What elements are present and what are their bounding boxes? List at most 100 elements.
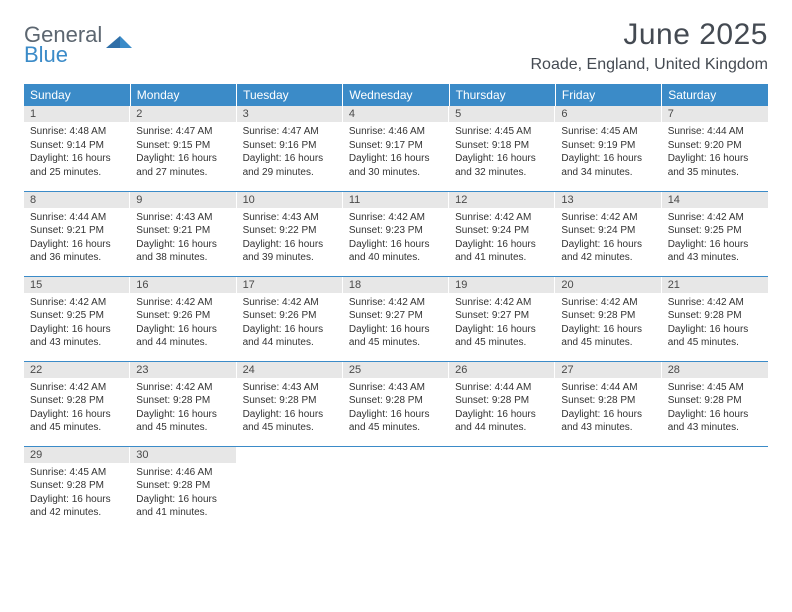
day-details: Sunrise: 4:45 AMSunset: 9:28 PMDaylight:…	[662, 378, 768, 439]
day-number: 6	[555, 106, 661, 122]
day-cell: 30Sunrise: 4:46 AMSunset: 9:28 PMDayligh…	[130, 446, 236, 531]
day-details: Sunrise: 4:42 AMSunset: 9:28 PMDaylight:…	[555, 293, 661, 354]
daylight-line: Daylight: 16 hours and 43 minutes.	[668, 238, 762, 265]
day-number: 8	[24, 192, 130, 208]
sunset-line: Sunset: 9:17 PM	[349, 139, 443, 153]
day-cell	[237, 446, 343, 531]
sunset-line: Sunset: 9:28 PM	[30, 479, 124, 493]
sunrise-line: Sunrise: 4:45 AM	[561, 125, 655, 139]
day-number: 14	[662, 192, 768, 208]
day-number: 15	[24, 277, 130, 293]
sunrise-line: Sunrise: 4:47 AM	[136, 125, 230, 139]
day-cell	[662, 446, 768, 531]
day-number: 17	[237, 277, 343, 293]
daylight-line: Daylight: 16 hours and 45 minutes.	[455, 323, 549, 350]
day-cell: 27Sunrise: 4:44 AMSunset: 9:28 PMDayligh…	[555, 361, 661, 446]
day-number: 4	[343, 106, 449, 122]
day-cell: 3Sunrise: 4:47 AMSunset: 9:16 PMDaylight…	[237, 106, 343, 191]
day-number: 10	[237, 192, 343, 208]
day-cell: 11Sunrise: 4:42 AMSunset: 9:23 PMDayligh…	[343, 191, 449, 276]
title-block: June 2025 Roade, England, United Kingdom	[531, 18, 769, 74]
day-details: Sunrise: 4:42 AMSunset: 9:23 PMDaylight:…	[343, 208, 449, 269]
sunrise-line: Sunrise: 4:47 AM	[243, 125, 337, 139]
sunset-line: Sunset: 9:28 PM	[136, 479, 230, 493]
day-details: Sunrise: 4:42 AMSunset: 9:28 PMDaylight:…	[662, 293, 768, 354]
day-number: 18	[343, 277, 449, 293]
sunset-line: Sunset: 9:28 PM	[668, 394, 762, 408]
day-cell: 22Sunrise: 4:42 AMSunset: 9:28 PMDayligh…	[24, 361, 130, 446]
daylight-line: Daylight: 16 hours and 45 minutes.	[136, 408, 230, 435]
day-cell: 12Sunrise: 4:42 AMSunset: 9:24 PMDayligh…	[449, 191, 555, 276]
sunrise-line: Sunrise: 4:42 AM	[136, 381, 230, 395]
day-cell: 7Sunrise: 4:44 AMSunset: 9:20 PMDaylight…	[662, 106, 768, 191]
daylight-line: Daylight: 16 hours and 43 minutes.	[668, 408, 762, 435]
daylight-line: Daylight: 16 hours and 44 minutes.	[243, 323, 337, 350]
day-number: 3	[237, 106, 343, 122]
daylight-line: Daylight: 16 hours and 30 minutes.	[349, 152, 443, 179]
day-cell: 26Sunrise: 4:44 AMSunset: 9:28 PMDayligh…	[449, 361, 555, 446]
day-cell: 5Sunrise: 4:45 AMSunset: 9:18 PMDaylight…	[449, 106, 555, 191]
daylight-line: Daylight: 16 hours and 45 minutes.	[349, 408, 443, 435]
sunset-line: Sunset: 9:28 PM	[349, 394, 443, 408]
week-row: 15Sunrise: 4:42 AMSunset: 9:25 PMDayligh…	[24, 276, 768, 361]
day-cell: 24Sunrise: 4:43 AMSunset: 9:28 PMDayligh…	[237, 361, 343, 446]
day-cell	[343, 446, 449, 531]
day-number: 2	[130, 106, 236, 122]
sunrise-line: Sunrise: 4:45 AM	[30, 466, 124, 480]
weekday-header: Sunday	[24, 84, 130, 106]
day-details: Sunrise: 4:42 AMSunset: 9:26 PMDaylight:…	[130, 293, 236, 354]
logo-text: General Blue	[24, 24, 102, 66]
day-cell: 21Sunrise: 4:42 AMSunset: 9:28 PMDayligh…	[662, 276, 768, 361]
sunrise-line: Sunrise: 4:44 AM	[668, 125, 762, 139]
day-number: 11	[343, 192, 449, 208]
logo: General Blue	[24, 24, 132, 66]
sunrise-line: Sunrise: 4:42 AM	[30, 381, 124, 395]
sunrise-line: Sunrise: 4:45 AM	[668, 381, 762, 395]
day-cell: 1Sunrise: 4:48 AMSunset: 9:14 PMDaylight…	[24, 106, 130, 191]
daylight-line: Daylight: 16 hours and 45 minutes.	[561, 323, 655, 350]
sunrise-line: Sunrise: 4:42 AM	[455, 296, 549, 310]
day-details: Sunrise: 4:45 AMSunset: 9:18 PMDaylight:…	[449, 122, 555, 183]
sunrise-line: Sunrise: 4:43 AM	[349, 381, 443, 395]
day-details: Sunrise: 4:42 AMSunset: 9:24 PMDaylight:…	[555, 208, 661, 269]
sunset-line: Sunset: 9:19 PM	[561, 139, 655, 153]
sunrise-line: Sunrise: 4:45 AM	[455, 125, 549, 139]
sunrise-line: Sunrise: 4:42 AM	[349, 211, 443, 225]
daylight-line: Daylight: 16 hours and 34 minutes.	[561, 152, 655, 179]
sunset-line: Sunset: 9:23 PM	[349, 224, 443, 238]
day-number: 26	[449, 362, 555, 378]
weekday-header: Monday	[130, 84, 236, 106]
sunset-line: Sunset: 9:20 PM	[668, 139, 762, 153]
day-number: 20	[555, 277, 661, 293]
sunrise-line: Sunrise: 4:48 AM	[30, 125, 124, 139]
day-number: 7	[662, 106, 768, 122]
day-cell: 25Sunrise: 4:43 AMSunset: 9:28 PMDayligh…	[343, 361, 449, 446]
day-details: Sunrise: 4:43 AMSunset: 9:28 PMDaylight:…	[343, 378, 449, 439]
week-row: 1Sunrise: 4:48 AMSunset: 9:14 PMDaylight…	[24, 106, 768, 191]
day-number: 16	[130, 277, 236, 293]
day-cell: 10Sunrise: 4:43 AMSunset: 9:22 PMDayligh…	[237, 191, 343, 276]
day-cell: 4Sunrise: 4:46 AMSunset: 9:17 PMDaylight…	[343, 106, 449, 191]
day-cell: 15Sunrise: 4:42 AMSunset: 9:25 PMDayligh…	[24, 276, 130, 361]
day-details: Sunrise: 4:43 AMSunset: 9:28 PMDaylight:…	[237, 378, 343, 439]
sunset-line: Sunset: 9:28 PM	[668, 309, 762, 323]
day-details: Sunrise: 4:44 AMSunset: 9:20 PMDaylight:…	[662, 122, 768, 183]
day-cell: 20Sunrise: 4:42 AMSunset: 9:28 PMDayligh…	[555, 276, 661, 361]
week-row: 22Sunrise: 4:42 AMSunset: 9:28 PMDayligh…	[24, 361, 768, 446]
daylight-line: Daylight: 16 hours and 43 minutes.	[561, 408, 655, 435]
day-number: 25	[343, 362, 449, 378]
day-cell: 18Sunrise: 4:42 AMSunset: 9:27 PMDayligh…	[343, 276, 449, 361]
sunset-line: Sunset: 9:26 PM	[136, 309, 230, 323]
sunset-line: Sunset: 9:18 PM	[455, 139, 549, 153]
day-cell	[555, 446, 661, 531]
day-cell: 14Sunrise: 4:42 AMSunset: 9:25 PMDayligh…	[662, 191, 768, 276]
day-number: 21	[662, 277, 768, 293]
weekday-header: Wednesday	[343, 84, 449, 106]
day-number: 29	[24, 447, 130, 463]
sunrise-line: Sunrise: 4:42 AM	[561, 296, 655, 310]
week-row: 29Sunrise: 4:45 AMSunset: 9:28 PMDayligh…	[24, 446, 768, 531]
day-details: Sunrise: 4:47 AMSunset: 9:16 PMDaylight:…	[237, 122, 343, 183]
day-details: Sunrise: 4:42 AMSunset: 9:25 PMDaylight:…	[662, 208, 768, 269]
daylight-line: Daylight: 16 hours and 42 minutes.	[561, 238, 655, 265]
sunset-line: Sunset: 9:28 PM	[561, 394, 655, 408]
